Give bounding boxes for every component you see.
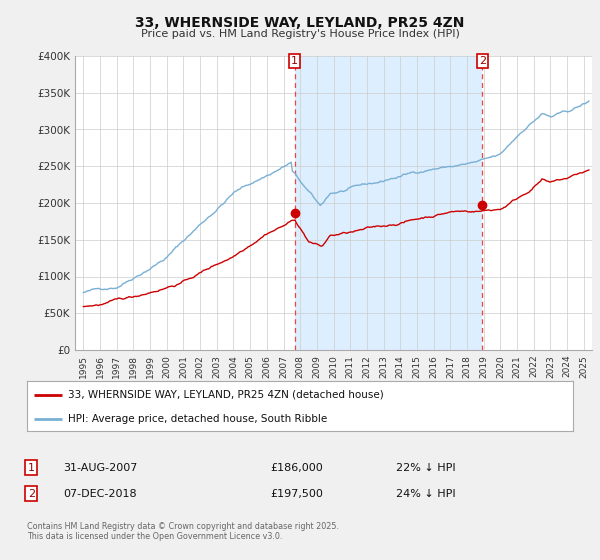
Text: 22% ↓ HPI: 22% ↓ HPI [396, 463, 455, 473]
Text: 2: 2 [479, 56, 486, 66]
Text: 31-AUG-2007: 31-AUG-2007 [63, 463, 137, 473]
Text: 33, WHERNSIDE WAY, LEYLAND, PR25 4ZN: 33, WHERNSIDE WAY, LEYLAND, PR25 4ZN [136, 16, 464, 30]
Text: 2: 2 [28, 489, 35, 499]
Text: 33, WHERNSIDE WAY, LEYLAND, PR25 4ZN (detached house): 33, WHERNSIDE WAY, LEYLAND, PR25 4ZN (de… [68, 390, 384, 400]
Text: 1: 1 [291, 56, 298, 66]
Text: 24% ↓ HPI: 24% ↓ HPI [396, 489, 455, 499]
Text: 07-DEC-2018: 07-DEC-2018 [63, 489, 137, 499]
Text: HPI: Average price, detached house, South Ribble: HPI: Average price, detached house, Sout… [68, 414, 327, 423]
Text: £186,000: £186,000 [270, 463, 323, 473]
Bar [295, 56, 482, 350]
Text: 1: 1 [28, 463, 35, 473]
Text: Price paid vs. HM Land Registry's House Price Index (HPI): Price paid vs. HM Land Registry's House … [140, 29, 460, 39]
Text: Contains HM Land Registry data © Crown copyright and database right 2025.
This d: Contains HM Land Registry data © Crown c… [27, 522, 339, 542]
Text: £197,500: £197,500 [270, 489, 323, 499]
